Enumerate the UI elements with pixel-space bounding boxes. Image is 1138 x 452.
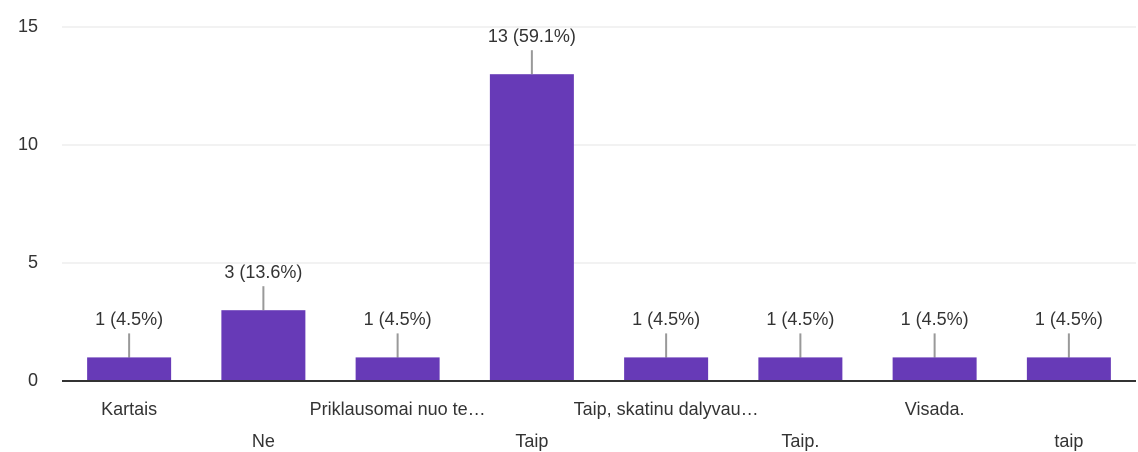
x-tick-label: Taip: [515, 431, 548, 451]
y-tick-label: 5: [28, 252, 38, 272]
value-label: 3 (13.6%): [224, 262, 302, 282]
bar: [624, 357, 709, 381]
value-label: 1 (4.5%): [364, 309, 432, 329]
bar: [221, 310, 306, 381]
bar: [1026, 357, 1111, 381]
y-tick-label: 0: [28, 370, 38, 390]
value-label: 1 (4.5%): [1035, 309, 1103, 329]
y-tick-label: 10: [18, 134, 38, 154]
x-tick-label: taip: [1054, 431, 1083, 451]
y-tick-label: 15: [18, 16, 38, 36]
bar: [355, 357, 440, 381]
x-tick-label: Ne: [252, 431, 275, 451]
value-label: 1 (4.5%): [632, 309, 700, 329]
value-label: 1 (4.5%): [95, 309, 163, 329]
x-tick-label: Taip, skatinu dalyvau…: [574, 399, 759, 419]
bar: [758, 357, 843, 381]
value-label: 1 (4.5%): [766, 309, 834, 329]
bar: [489, 74, 574, 381]
x-tick-label: Kartais: [101, 399, 157, 419]
x-tick-label: Taip.: [781, 431, 819, 451]
value-label: 13 (59.1%): [488, 26, 576, 46]
bar: [892, 357, 977, 381]
bar: [87, 357, 172, 381]
x-tick-label: Priklausomai nuo te…: [310, 399, 486, 419]
value-label: 1 (4.5%): [901, 309, 969, 329]
x-tick-label: Visada.: [905, 399, 965, 419]
